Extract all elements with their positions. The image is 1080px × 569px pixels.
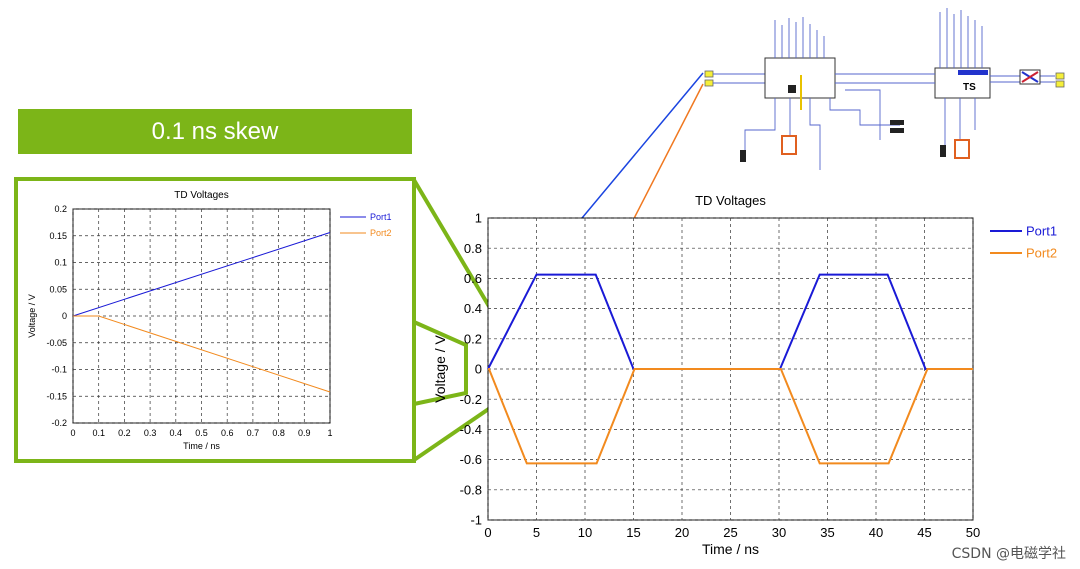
y-tick-label: -0.1 bbox=[51, 365, 67, 375]
chart-title: TD Voltages bbox=[174, 190, 228, 201]
y-tick-label: -0.2 bbox=[460, 392, 482, 407]
y-tick-label: -0.2 bbox=[51, 418, 67, 428]
skew-banner: 0.1 ns skew bbox=[18, 109, 412, 154]
x-tick-label: 0.8 bbox=[272, 428, 285, 438]
x-tick-label: 0 bbox=[484, 525, 491, 540]
x-axis-label: Time / ns bbox=[183, 441, 220, 451]
chart-title: TD Voltages bbox=[695, 193, 766, 208]
x-axis-label: Time / ns bbox=[702, 541, 759, 557]
skew-banner-label: 0.1 ns skew bbox=[151, 117, 279, 145]
x-tick-label: 0.6 bbox=[221, 428, 234, 438]
x-tick-label: 30 bbox=[772, 525, 786, 540]
x-tick-label: 5 bbox=[533, 525, 540, 540]
watermark: CSDN @电磁学社 bbox=[951, 546, 1066, 562]
x-tick-label: 10 bbox=[578, 525, 592, 540]
x-tick-label: 0.5 bbox=[195, 428, 208, 438]
series-line-port1 bbox=[72, 232, 331, 317]
x-tick-label: 0.2 bbox=[118, 428, 131, 438]
legend-label-port1: Port1 bbox=[1026, 224, 1057, 239]
x-tick-label: 20 bbox=[675, 525, 689, 540]
x-tick-label: 45 bbox=[917, 525, 931, 540]
y-tick-label: 0.8 bbox=[464, 241, 482, 256]
x-tick-label: 40 bbox=[869, 525, 883, 540]
y-tick-label: -0.4 bbox=[460, 422, 482, 437]
x-tick-label: 0.7 bbox=[247, 428, 260, 438]
y-tick-label: 0 bbox=[62, 311, 67, 321]
y-tick-label: 0 bbox=[475, 362, 482, 377]
y-tick-label: -0.6 bbox=[460, 452, 482, 467]
x-tick-label: 0 bbox=[70, 428, 75, 438]
x-tick-label: 15 bbox=[626, 525, 640, 540]
legend-label-port2: Port2 bbox=[1026, 246, 1057, 261]
x-tick-label: 50 bbox=[966, 525, 980, 540]
y-axis-label: Voltage / V bbox=[27, 294, 37, 338]
circuit-schematic: TS bbox=[704, 8, 1065, 170]
inset-chart: 0 0.1 0.2 0.3 0.4 0.5 0.6 0.7 0.8 0.9 1 0.2 0.15 0.1 0… bbox=[27, 190, 392, 451]
x-tick-label: 0.4 bbox=[170, 428, 183, 438]
x-tick-label: 25 bbox=[723, 525, 737, 540]
y-tick-label: 0.1 bbox=[54, 258, 67, 268]
x-tick-label: 0.1 bbox=[92, 428, 105, 438]
block-1-icon bbox=[788, 85, 796, 93]
y-tick-label: 0.6 bbox=[464, 271, 482, 286]
y-tick-label: 0.05 bbox=[49, 284, 67, 294]
legend-label-port2: Port2 bbox=[370, 228, 392, 238]
x-tick-label: 0.3 bbox=[144, 428, 157, 438]
x-tick-label: 35 bbox=[820, 525, 834, 540]
y-tick-label: -0.05 bbox=[46, 338, 67, 348]
block-2-label: TS bbox=[963, 82, 976, 93]
y-tick-label: 0.2 bbox=[54, 204, 67, 214]
y-tick-label: -1 bbox=[470, 513, 482, 528]
port-connector-icon bbox=[704, 70, 765, 87]
series-line-port2 bbox=[73, 315, 331, 393]
y-tick-label: -0.15 bbox=[46, 391, 67, 401]
x-tick-label: 1 bbox=[327, 428, 332, 438]
y-tick-label: 0.2 bbox=[464, 331, 482, 346]
legend-label-port1: Port1 bbox=[370, 212, 392, 222]
y-axis-label: Voltage / V bbox=[432, 334, 448, 402]
x-tick-label: 0.9 bbox=[298, 428, 311, 438]
termination-icon bbox=[1019, 69, 1065, 88]
main-chart: 0 5 10 15 20 25 30 35 40 45 50 1 0.8 0.6 0.4 0.2 0 -0.2 -0… bbox=[432, 193, 1057, 557]
y-tick-label: 1 bbox=[475, 211, 482, 226]
y-tick-label: -0.8 bbox=[460, 482, 482, 497]
y-tick-label: 0.15 bbox=[49, 231, 67, 241]
series-line-port2 bbox=[488, 368, 973, 465]
y-tick-label: 0.4 bbox=[464, 301, 482, 316]
